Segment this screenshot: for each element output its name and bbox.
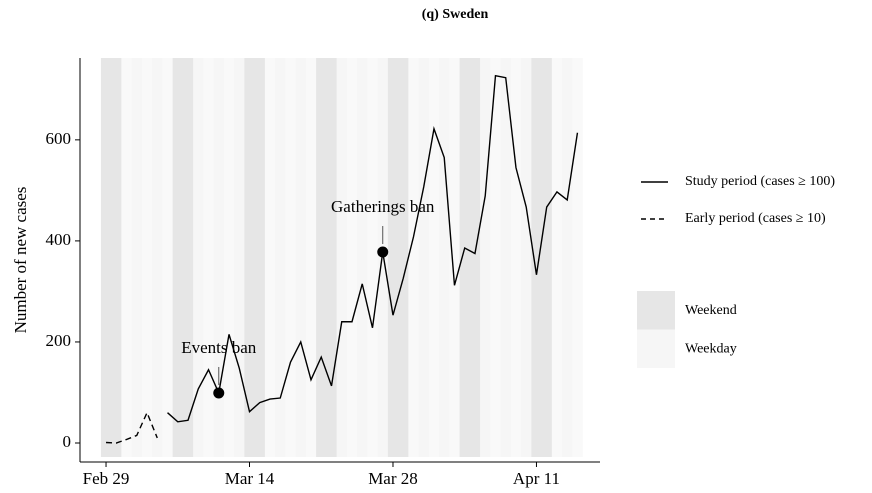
annotation-label: Gatherings ban: [331, 197, 435, 216]
weekday-band: [346, 58, 358, 457]
weekday-band: [141, 58, 153, 457]
weekend-band: [111, 58, 122, 457]
weekday-band: [213, 58, 225, 457]
weekend-band: [459, 58, 471, 457]
weekday-band: [490, 58, 501, 457]
weekday-band: [275, 58, 286, 457]
weekday-band: [234, 58, 245, 457]
weekend-band: [541, 58, 553, 457]
day-bands: [100, 58, 583, 457]
legend-swatch: [637, 329, 675, 368]
annotation-label: Events ban: [181, 338, 257, 357]
annotation-point: [377, 246, 389, 258]
weekday-band: [336, 58, 348, 457]
weekday-band: [121, 58, 132, 457]
y-tick-label: 400: [46, 230, 72, 249]
weekday-band: [285, 58, 296, 457]
data-line: [105, 410, 158, 444]
weekend-band: [387, 58, 399, 457]
legend-label: Weekend: [685, 303, 737, 318]
x-tick-label: Feb 29: [83, 469, 130, 488]
weekend-band: [182, 58, 194, 457]
weekday-band: [295, 58, 307, 457]
x-tick-label: Mar 14: [225, 469, 275, 488]
weekend-band: [172, 58, 184, 457]
legend-label: Study period (cases ≥ 100): [685, 174, 835, 189]
data-line: [167, 74, 579, 423]
weekend-band: [100, 58, 112, 457]
weekday-band: [193, 58, 204, 457]
weekday-band: [408, 58, 419, 457]
x-tick-label: Mar 28: [368, 469, 418, 488]
weekday-band: [500, 58, 512, 457]
weekday-band: [131, 58, 143, 457]
weekend-band: [326, 58, 337, 457]
weekday-band: [428, 58, 440, 457]
weekend-band: [398, 58, 409, 457]
weekday-band: [357, 58, 368, 457]
weekday-band: [572, 58, 583, 457]
weekday-band: [551, 58, 563, 457]
weekday-band: [449, 58, 460, 457]
legend-label: Early period (cases ≥ 10): [685, 211, 826, 226]
weekday-band: [367, 58, 378, 457]
x-tick-label: Apr 11: [513, 469, 560, 488]
weekday-band: [510, 58, 522, 457]
weekday-band: [203, 58, 214, 457]
weekend-band: [244, 58, 255, 457]
weekday-band: [305, 58, 317, 457]
annotation-point: [213, 387, 225, 399]
y-axis-label: Number of new cases: [11, 187, 30, 334]
weekend-band: [531, 58, 542, 457]
weekend-band: [316, 58, 327, 457]
y-tick-label: 200: [46, 331, 72, 350]
weekday-band: [562, 58, 573, 457]
weekend-band: [254, 58, 266, 457]
weekday-band: [264, 58, 276, 457]
weekday-band: [223, 58, 235, 457]
chart-title: (q) Sweden: [422, 7, 489, 22]
weekday-band: [439, 58, 450, 457]
y-tick-label: 600: [46, 129, 72, 148]
weekday-band: [521, 58, 532, 457]
weekend-band: [469, 58, 481, 457]
weekday-band: [152, 58, 163, 457]
weekday-band: [480, 58, 491, 457]
weekday-band: [418, 58, 430, 457]
y-tick-label: 0: [63, 432, 72, 451]
legend-swatch: [637, 291, 675, 330]
legend-label: Weekday: [685, 342, 737, 357]
weekday-band: [162, 58, 173, 457]
